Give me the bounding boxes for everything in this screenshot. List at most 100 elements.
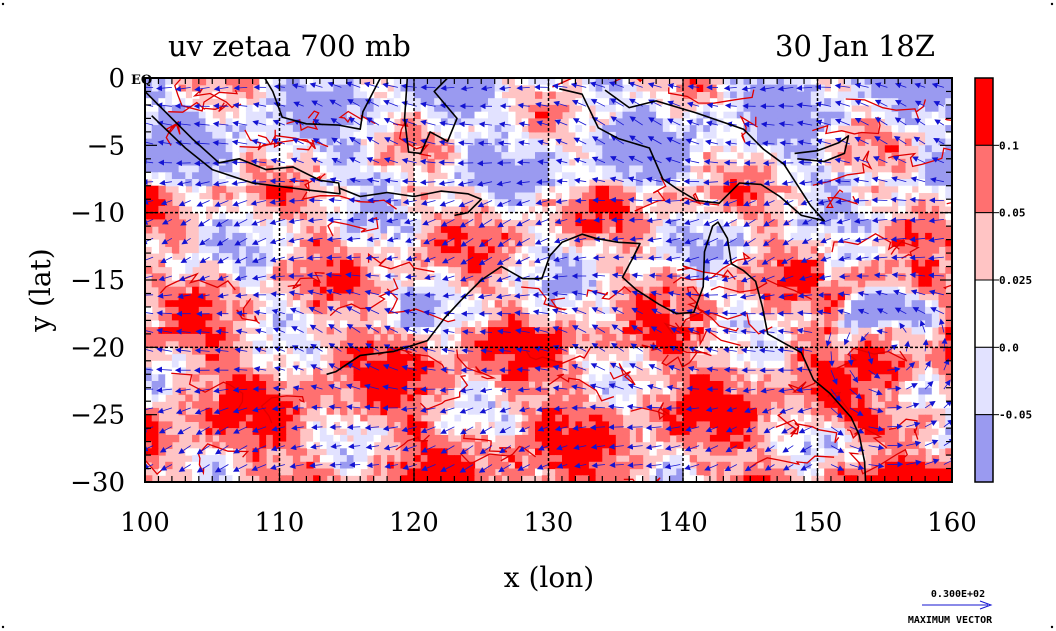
field-cell bbox=[555, 179, 563, 187]
field-cell bbox=[891, 401, 899, 409]
field-cell bbox=[259, 340, 267, 348]
field-cell bbox=[635, 381, 644, 389]
field-cell bbox=[575, 138, 583, 146]
field-cell bbox=[609, 199, 617, 207]
field-cell bbox=[871, 367, 879, 375]
field-cell bbox=[454, 118, 462, 126]
field-cell bbox=[333, 448, 341, 456]
field-cell bbox=[333, 84, 341, 93]
field-cell bbox=[461, 145, 469, 153]
field-cell bbox=[763, 407, 772, 416]
field-cell bbox=[488, 125, 496, 133]
field-cell bbox=[198, 219, 207, 227]
field-cell bbox=[407, 98, 415, 106]
field-cell bbox=[730, 138, 738, 146]
field-cell bbox=[777, 286, 785, 295]
field-cell bbox=[145, 212, 153, 221]
field-cell bbox=[615, 300, 624, 308]
field-cell bbox=[830, 434, 839, 443]
field-cell bbox=[366, 125, 375, 133]
field-cell bbox=[440, 91, 449, 99]
field-cell bbox=[454, 158, 462, 167]
field-cell bbox=[387, 327, 395, 335]
field-cell bbox=[622, 219, 630, 227]
field-cell bbox=[642, 327, 651, 335]
field-cell bbox=[198, 300, 207, 308]
field-cell bbox=[689, 172, 698, 180]
field-cell bbox=[790, 199, 798, 207]
field-cell bbox=[810, 259, 819, 268]
field-cell bbox=[689, 253, 698, 261]
field-cell bbox=[635, 286, 644, 295]
field-cell bbox=[871, 374, 879, 382]
field-cell bbox=[629, 300, 637, 308]
field-cell bbox=[864, 192, 872, 200]
field-cell bbox=[622, 152, 630, 160]
field-cell bbox=[810, 434, 819, 443]
field-cell bbox=[185, 448, 193, 456]
field-cell bbox=[884, 354, 893, 362]
field-cell bbox=[783, 226, 792, 234]
field-cell bbox=[871, 104, 879, 113]
field-cell bbox=[192, 172, 200, 180]
field-cell bbox=[488, 192, 496, 200]
field-cell bbox=[414, 172, 422, 180]
field-cell bbox=[844, 212, 852, 221]
field-cell bbox=[615, 219, 624, 227]
field-cell bbox=[770, 266, 778, 274]
field-cell bbox=[488, 138, 496, 146]
field-cell bbox=[871, 118, 879, 126]
field-cell bbox=[252, 266, 260, 274]
field-cell bbox=[346, 333, 355, 342]
field-cell bbox=[380, 239, 388, 247]
field-cell bbox=[387, 152, 395, 160]
field-cell bbox=[602, 145, 610, 153]
field-cell bbox=[911, 387, 919, 396]
field-cell bbox=[595, 185, 603, 194]
field-cell bbox=[454, 226, 462, 234]
field-cell bbox=[454, 111, 462, 120]
field-cell bbox=[461, 239, 469, 247]
field-cell bbox=[703, 428, 711, 436]
field-cell bbox=[837, 300, 846, 308]
field-cell bbox=[898, 246, 906, 254]
field-cell bbox=[440, 259, 449, 268]
field-cell bbox=[743, 232, 751, 241]
field-cell bbox=[925, 239, 933, 247]
field-cell bbox=[454, 414, 462, 423]
field-cell bbox=[871, 428, 879, 436]
field-cell bbox=[770, 434, 778, 443]
field-cell bbox=[709, 232, 718, 241]
field-cell bbox=[615, 145, 624, 153]
field-cell bbox=[232, 219, 240, 227]
field-cell bbox=[783, 131, 792, 140]
field-cell bbox=[568, 333, 577, 342]
field-cell bbox=[360, 145, 368, 153]
field-cell bbox=[387, 414, 395, 423]
field-cell bbox=[272, 152, 281, 160]
field-cell bbox=[306, 98, 314, 106]
field-cell bbox=[810, 91, 819, 99]
field-cell bbox=[723, 145, 731, 153]
field-cell bbox=[185, 313, 193, 322]
field-cell bbox=[629, 219, 637, 227]
field-cell bbox=[750, 354, 758, 362]
field-cell bbox=[380, 354, 388, 362]
field-cell bbox=[763, 212, 772, 221]
field-cell bbox=[911, 401, 919, 409]
field-cell bbox=[145, 131, 153, 140]
field-cell bbox=[884, 78, 893, 86]
field-cell bbox=[192, 448, 200, 456]
field-cell bbox=[757, 98, 765, 106]
field-cell bbox=[474, 219, 482, 227]
field-cell bbox=[555, 340, 563, 348]
field-cell bbox=[830, 118, 839, 126]
field-cell bbox=[434, 152, 442, 160]
field-cell bbox=[683, 381, 691, 389]
field-cell bbox=[878, 421, 886, 429]
field-cell bbox=[884, 199, 893, 207]
field-cell bbox=[555, 280, 563, 288]
field-cell bbox=[151, 441, 160, 449]
field-cell bbox=[434, 280, 442, 288]
field-cell bbox=[178, 118, 186, 126]
